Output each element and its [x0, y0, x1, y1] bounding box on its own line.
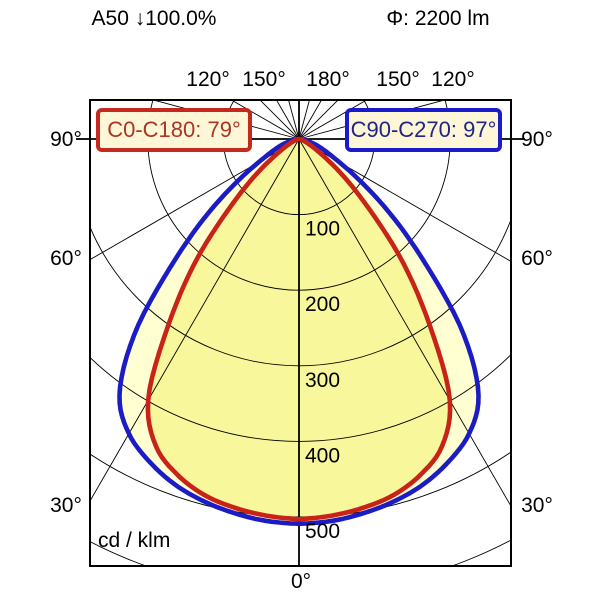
angle-label-left-1: 60°	[50, 247, 82, 270]
angle-label-left-0: 90°	[50, 128, 82, 151]
angle-label-right-0: 90°	[521, 128, 553, 151]
grid-ray--60deg	[90, 138, 300, 261]
angle-label-top-3: 150°	[376, 68, 419, 91]
angle-label-right-2: 30°	[521, 494, 553, 517]
luminous-flux-label: Φ: 2200 lm	[386, 7, 490, 30]
unit-label: cd / klm	[98, 529, 170, 552]
grid-ray--30deg	[90, 138, 300, 502]
angle-label-top-1: 150°	[242, 68, 285, 91]
curve-c0-c180	[145, 136, 453, 522]
curve-c90-c270	[117, 136, 481, 527]
angle-label-top-4: 120°	[431, 68, 474, 91]
plot-border	[89, 99, 512, 567]
flux-fraction-label: A50 ↓100.0%	[91, 7, 217, 30]
grid-ray-30deg	[298, 138, 511, 508]
legend-label-0: C0-C180: 79°	[107, 117, 241, 142]
grid-ray-60deg	[298, 138, 511, 262]
ring-value-label-300: 300	[305, 369, 340, 392]
angle-label-top-2: 180°	[306, 68, 349, 91]
legend-label-1: C90-C270: 97°	[351, 117, 497, 142]
ring-value-label-400: 400	[305, 444, 340, 467]
ring-value-label-200: 200	[305, 293, 340, 316]
legend-box-1	[345, 108, 502, 152]
legend-box-0	[96, 108, 252, 152]
curve-strokes	[117, 136, 481, 527]
ring-value-label-100: 100	[305, 218, 340, 241]
ring-value-label-500: 500	[305, 520, 340, 543]
angle-label-right-1: 60°	[521, 247, 553, 270]
angle-label-top-0: 120°	[186, 68, 229, 91]
angle-label-bottom: 0°	[291, 570, 311, 593]
angle-label-left-2: 30°	[50, 494, 82, 517]
